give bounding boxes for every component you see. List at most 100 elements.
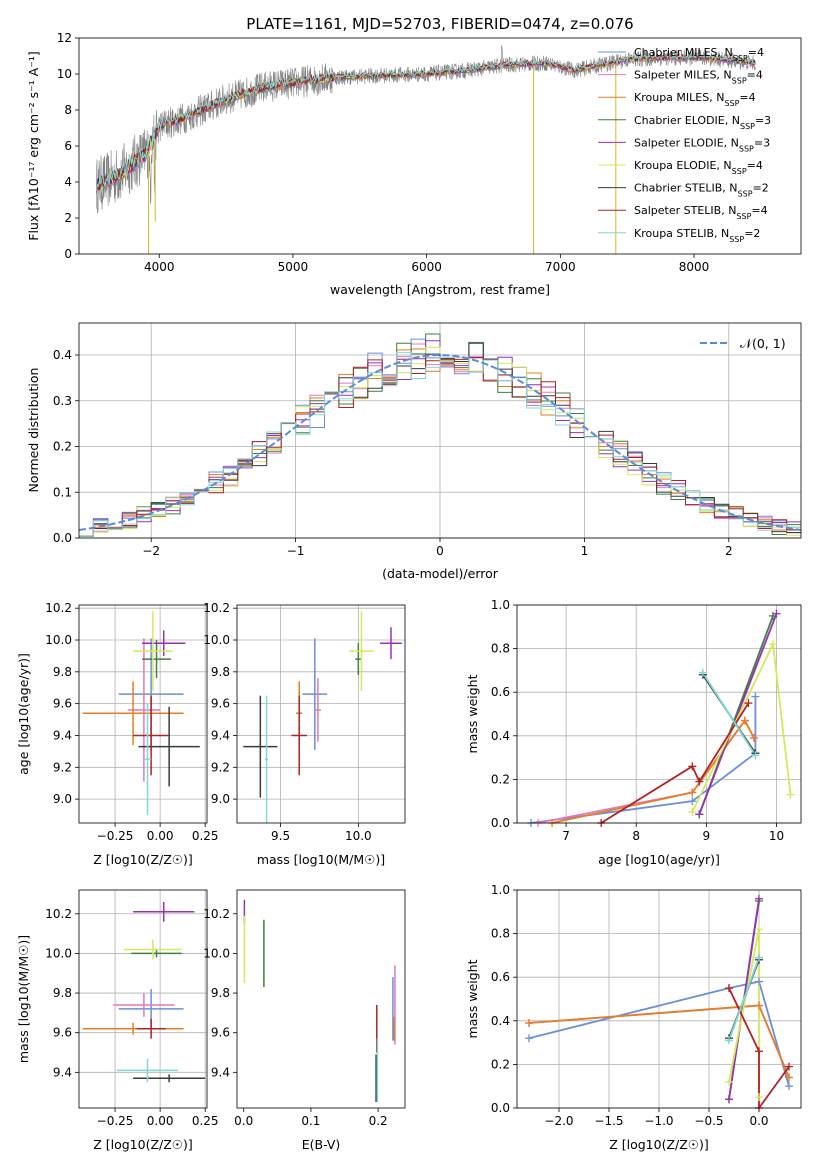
legend-label: Kroupa STELIB, NSSP=2Kroupa STELIB, N_SS… bbox=[634, 227, 760, 244]
legend-label-sub: SSP bbox=[733, 54, 748, 63]
legend-label-count: =3 bbox=[754, 136, 770, 149]
mass-weight-marker bbox=[772, 609, 781, 618]
x-tick-label: 4000 bbox=[144, 260, 175, 274]
axes-frame bbox=[236, 889, 406, 1109]
mass-weight-marker bbox=[525, 1034, 533, 1043]
plot-content bbox=[530, 613, 792, 823]
model-spectrum-line bbox=[95, 53, 756, 192]
errorbar-point bbox=[113, 993, 175, 1017]
errorbar-point bbox=[142, 640, 171, 679]
x-axis-label: (data-model)/error bbox=[382, 566, 499, 581]
errorbar-point bbox=[355, 643, 362, 676]
mass-weight-line bbox=[728, 957, 760, 1041]
legend-label-count: =3 bbox=[755, 114, 771, 127]
x-tick-label: 9 bbox=[703, 829, 711, 843]
mass-weight-marker bbox=[688, 788, 697, 797]
y-tick-label: 0.6 bbox=[491, 685, 510, 699]
mass-weight-marker bbox=[688, 808, 697, 817]
y-tick-label: 9.8 bbox=[53, 665, 72, 679]
legend-label: 𝒩(0, 1) bbox=[740, 336, 786, 351]
mass-weight-marker bbox=[725, 1077, 733, 1086]
x-axis-label: Z [log10(Z/Z☉)] bbox=[93, 1137, 193, 1152]
y-tick-label: 9.6 bbox=[211, 1026, 230, 1040]
grid bbox=[237, 605, 405, 823]
y-tick-label: 8 bbox=[64, 103, 72, 117]
y-tick-label: 9.4 bbox=[53, 1065, 72, 1079]
x-tick-label: 0.25 bbox=[192, 1114, 219, 1128]
y-tick-label: 0.4 bbox=[53, 348, 72, 362]
y-tick-label: 0.8 bbox=[491, 927, 510, 941]
legend-label-count: =4 bbox=[747, 69, 763, 82]
axes-frame bbox=[236, 604, 406, 824]
mass-weight-marker bbox=[695, 810, 704, 819]
y-tick-label: 9.8 bbox=[53, 986, 72, 1000]
y-tick-label: 0.2 bbox=[491, 1057, 510, 1071]
x-tick-label: 0.0 bbox=[234, 1114, 253, 1128]
x-tick-label: −1.5 bbox=[594, 1114, 623, 1128]
axes-frame bbox=[78, 604, 208, 824]
x-tick-label: 0.1 bbox=[301, 1114, 320, 1128]
y-tick-label: 9.6 bbox=[53, 1026, 72, 1040]
errorbar-point bbox=[143, 703, 152, 816]
legend-label-sub: SSP bbox=[736, 212, 751, 221]
errorbar-point bbox=[133, 1074, 206, 1083]
x-tick-label: 10 bbox=[769, 829, 784, 843]
x-tick-label: 8000 bbox=[679, 260, 710, 274]
grid bbox=[79, 890, 207, 1108]
legend-label-sub: SSP bbox=[732, 76, 747, 85]
errorbar-point bbox=[380, 627, 402, 660]
plot-content bbox=[82, 901, 206, 1083]
x-tick-label: 0 bbox=[436, 544, 444, 558]
chart-title: PLATE=1161, MJD=52703, FIBERID=0474, z=0… bbox=[246, 15, 633, 33]
legend-label-main: Kroupa ELODIE, N bbox=[634, 159, 732, 172]
legend-label-count: =2 bbox=[753, 182, 769, 195]
y-tick-label: 9.4 bbox=[53, 728, 72, 742]
legend-label-main: Kroupa STELIB, N bbox=[634, 227, 729, 240]
y-axis-label: mass weight bbox=[465, 674, 480, 753]
y-axis-label: mass weight bbox=[465, 959, 480, 1038]
y-tick-label: 12 bbox=[57, 31, 72, 45]
x-axis-label: Z [log10(Z/Z☉)] bbox=[93, 852, 193, 867]
legend-label-count: =4 bbox=[747, 159, 763, 172]
x-tick-label: 8 bbox=[632, 829, 640, 843]
plot-area bbox=[517, 605, 801, 823]
y-tick-label: 9.8 bbox=[211, 986, 230, 1000]
x-axis-label: mass [log10(M/M☉)] bbox=[257, 852, 385, 867]
legend-label: Chabrier ELODIE, NSSP=3Chabrier ELODIE, … bbox=[634, 114, 771, 131]
legend-label-main: Kroupa MILES, N bbox=[634, 91, 724, 104]
mass-weight-marker bbox=[688, 762, 697, 771]
mass-weight-marker bbox=[695, 777, 704, 786]
mass-weight-vs-age-panel: 7 8 9 10 0.0 0.2 0.4 0.6 0.8 1.0 age [log10(age/yr… bbox=[465, 598, 802, 867]
errorbar-point bbox=[82, 681, 184, 746]
mass-weight-line bbox=[528, 980, 790, 1087]
y-tick-label: 10.0 bbox=[203, 633, 230, 647]
plot-area bbox=[237, 605, 405, 823]
errorbar-point bbox=[349, 611, 374, 691]
errorbar-point bbox=[265, 695, 269, 823]
y-tick-label: 6 bbox=[64, 139, 72, 153]
mass-weight-line bbox=[728, 987, 790, 1108]
y-axis-label: age [log10(age/yr)] bbox=[16, 653, 31, 775]
x-tick-label: 7 bbox=[562, 829, 570, 843]
plot-content bbox=[79, 333, 801, 537]
y-tick-label: 10.2 bbox=[45, 907, 72, 921]
legend-label-main: Salpeter MILES, N bbox=[634, 69, 732, 82]
errorbar-point bbox=[314, 678, 321, 742]
legend-label-count: =2 bbox=[744, 227, 760, 240]
y-tick-label: 9.2 bbox=[53, 760, 72, 774]
residuals-panel: −2 −1 0 1 2 0.0 0.1 0.2 0.3 0.4 𝒩(0, 1) (data-model… bbox=[26, 322, 802, 581]
plot-content bbox=[95, 45, 756, 254]
plot-area bbox=[237, 890, 405, 1108]
y-tick-label: 0.0 bbox=[491, 816, 510, 830]
mass-weight-marker bbox=[744, 699, 753, 708]
legend-label-sub: SSP bbox=[732, 167, 747, 176]
y-tick-label: 0.2 bbox=[491, 772, 510, 786]
y-axis-label: Flux [fλ10⁻¹⁷ erg cm⁻² s⁻¹ A⁻¹] bbox=[26, 51, 41, 240]
legend-label-count: =4 bbox=[748, 46, 764, 59]
y-tick-label: 10.2 bbox=[203, 907, 230, 921]
y-tick-label: 9.4 bbox=[211, 728, 230, 742]
